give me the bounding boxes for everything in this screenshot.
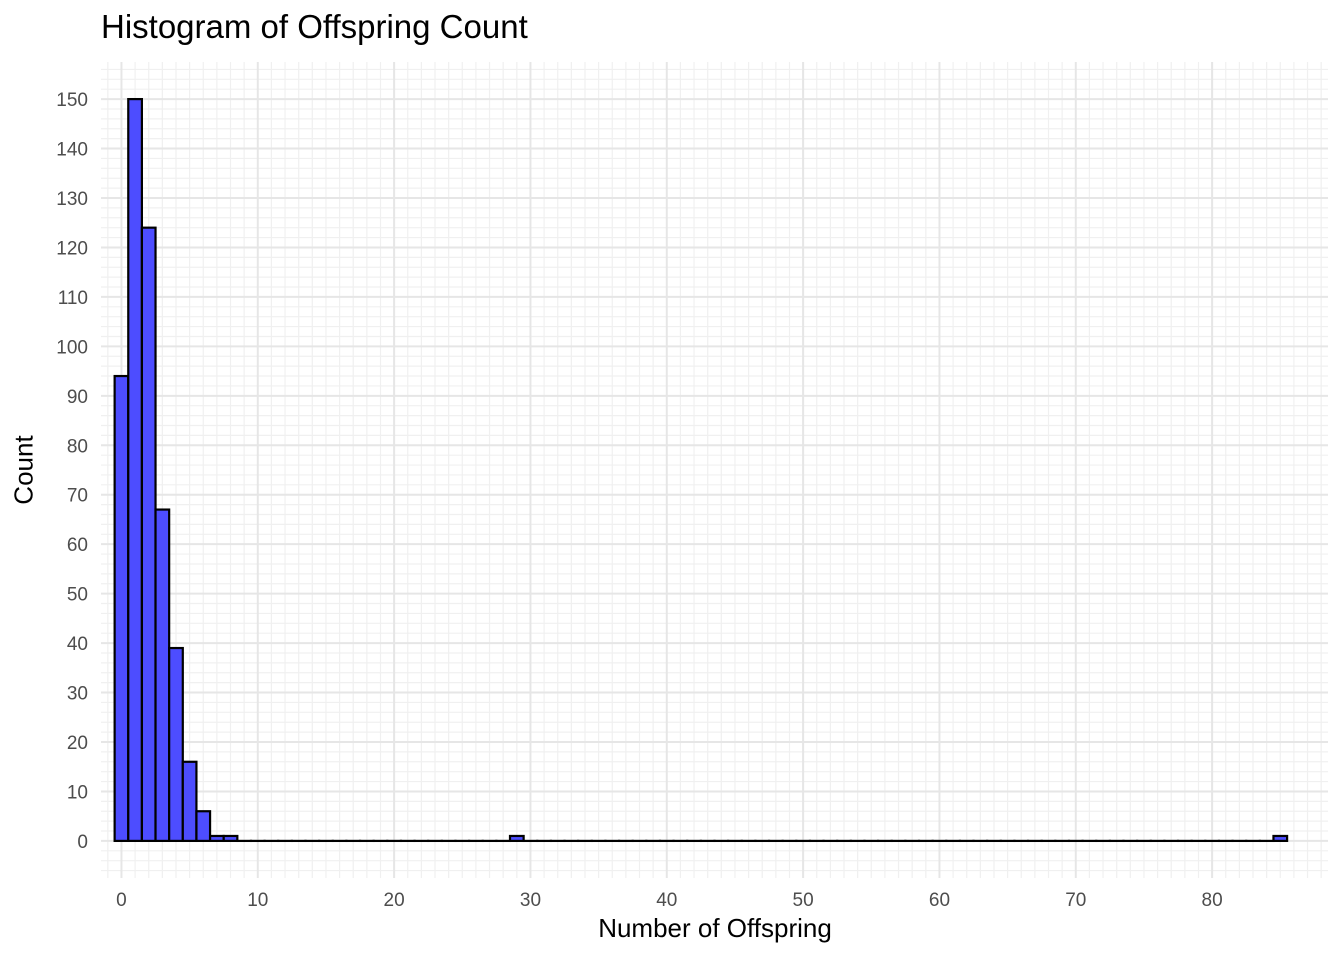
histogram-bar <box>113 374 130 843</box>
histogram-bar <box>222 834 239 843</box>
bars-layer <box>113 97 1289 843</box>
histogram-bar <box>140 226 157 843</box>
x-tick-label: 60 <box>929 890 950 911</box>
y-tick-label: 40 <box>67 634 88 655</box>
histogram-bar <box>508 834 525 843</box>
x-axis-label: Number of Offspring <box>598 913 832 943</box>
histogram-bar <box>1272 834 1289 843</box>
x-tick-label: 50 <box>793 890 814 911</box>
y-tick-label: 140 <box>56 140 88 161</box>
x-tick-label: 30 <box>520 890 541 911</box>
x-tick-label: 70 <box>1065 890 1086 911</box>
histogram-bar <box>181 760 198 843</box>
y-tick-label: 60 <box>67 535 88 556</box>
y-tick-label: 100 <box>56 337 88 358</box>
y-tick-label: 120 <box>56 238 88 259</box>
histogram-bar <box>154 508 171 843</box>
y-tick-label: 80 <box>67 436 88 457</box>
grid-layer <box>101 62 1328 878</box>
chart-title: Histogram of Offspring Count <box>101 8 528 45</box>
y-tick-label: 130 <box>56 189 88 210</box>
histogram-bar <box>195 810 212 843</box>
y-tick-label: 110 <box>58 288 88 309</box>
y-tick-label: 30 <box>67 684 88 705</box>
x-tick-label: 80 <box>1202 890 1223 911</box>
y-tick-label: 50 <box>67 585 88 606</box>
x-tick-label: 40 <box>656 890 677 911</box>
y-tick-label: 150 <box>56 90 88 111</box>
x-tick-label: 20 <box>384 890 405 911</box>
x-tick-label: 10 <box>247 890 268 911</box>
y-tick-label: 20 <box>67 733 88 754</box>
histogram-bar <box>208 834 225 843</box>
x-tick-label: 0 <box>116 890 127 911</box>
axis-layer: 0 10 20 30 40 50 60 70 80 0 10 20 30 40 50 60 70 80 90 100 1… <box>56 90 1222 911</box>
histogram-bar <box>168 646 184 843</box>
y-tick-label: 90 <box>67 387 88 408</box>
histogram-bar <box>127 97 143 843</box>
y-tick-label: 70 <box>67 486 88 507</box>
y-tick-label: 0 <box>77 832 88 853</box>
y-tick-label: 10 <box>67 782 88 803</box>
